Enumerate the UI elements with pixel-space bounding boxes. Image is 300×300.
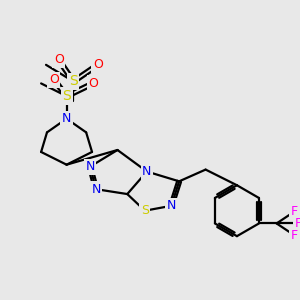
Text: N: N [85,160,95,173]
Text: F: F [295,217,300,230]
Text: O: O [49,73,59,86]
Text: N: N [91,183,101,196]
Text: O: O [88,77,98,90]
Text: O: O [93,58,103,71]
Text: F: F [291,205,298,218]
Text: S: S [69,74,78,88]
Text: O: O [54,53,64,66]
Text: S: S [141,204,149,217]
Text: N: N [142,165,152,178]
Text: N: N [62,112,71,125]
Text: S: S [62,89,71,103]
Text: F: F [291,229,298,242]
Text: N: N [167,199,176,212]
